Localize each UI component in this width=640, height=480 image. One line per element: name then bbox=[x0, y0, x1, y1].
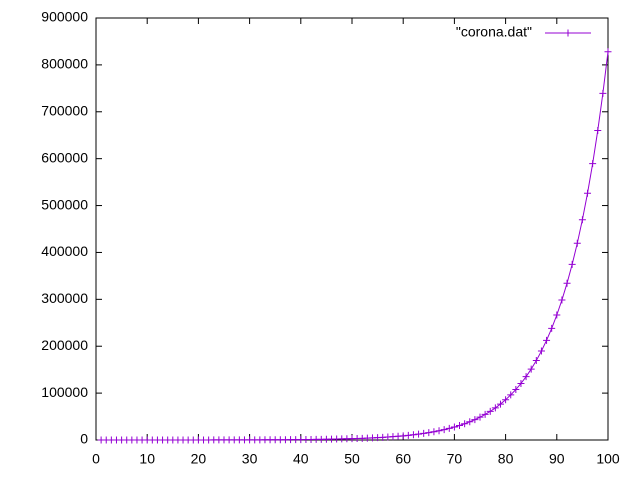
point bbox=[553, 311, 561, 319]
point bbox=[527, 365, 535, 373]
point bbox=[450, 423, 458, 431]
point bbox=[420, 429, 428, 437]
point bbox=[445, 424, 453, 432]
x-tick-label: 100 bbox=[596, 451, 620, 467]
point bbox=[435, 427, 443, 435]
point bbox=[476, 413, 484, 421]
point bbox=[409, 431, 417, 439]
y-tick-label: 0 bbox=[80, 431, 88, 447]
point bbox=[466, 418, 474, 426]
point bbox=[486, 407, 494, 415]
point bbox=[517, 379, 525, 387]
point bbox=[594, 126, 602, 134]
point bbox=[456, 421, 464, 429]
point bbox=[563, 279, 571, 287]
point bbox=[399, 432, 407, 440]
x-tick-label: 10 bbox=[139, 451, 155, 467]
y-tick-label: 200000 bbox=[41, 337, 88, 353]
point bbox=[604, 48, 612, 56]
x-tick-label: 70 bbox=[447, 451, 463, 467]
point bbox=[491, 404, 499, 412]
x-tick-label: 80 bbox=[498, 451, 514, 467]
point bbox=[537, 347, 545, 355]
y-tick-label: 600000 bbox=[41, 149, 88, 165]
point bbox=[548, 324, 556, 332]
y-tick-label: 100000 bbox=[41, 384, 88, 400]
point bbox=[430, 428, 438, 436]
x-tick-label: 20 bbox=[191, 451, 207, 467]
x-tick-label: 60 bbox=[395, 451, 411, 467]
x-tick-label: 0 bbox=[92, 451, 100, 467]
y-tick-label: 500000 bbox=[41, 196, 88, 212]
legend-label: "corona.dat" bbox=[456, 24, 532, 40]
legend-point bbox=[564, 29, 572, 37]
y-tick-label: 400000 bbox=[41, 243, 88, 259]
series-line bbox=[101, 51, 609, 441]
point bbox=[512, 386, 520, 394]
point bbox=[543, 336, 551, 344]
point bbox=[599, 89, 607, 97]
x-tick-label: 40 bbox=[293, 451, 309, 467]
point bbox=[415, 430, 423, 438]
y-tick-label: 900000 bbox=[41, 9, 88, 25]
point bbox=[522, 373, 530, 381]
y-tick-label: 700000 bbox=[41, 102, 88, 118]
point bbox=[481, 410, 489, 418]
point bbox=[440, 426, 448, 434]
point bbox=[471, 416, 479, 424]
point bbox=[507, 391, 515, 399]
point bbox=[589, 160, 597, 168]
point bbox=[568, 260, 576, 268]
plot-border bbox=[95, 17, 609, 441]
point bbox=[558, 296, 566, 304]
point bbox=[584, 189, 592, 197]
point bbox=[425, 429, 433, 437]
x-tick-label: 30 bbox=[242, 451, 258, 467]
point bbox=[404, 431, 412, 439]
point bbox=[496, 400, 504, 408]
point bbox=[461, 420, 469, 428]
y-tick-label: 300000 bbox=[41, 290, 88, 306]
point bbox=[573, 239, 581, 247]
point bbox=[502, 396, 510, 404]
y-tick-label: 800000 bbox=[41, 56, 88, 72]
x-tick-label: 90 bbox=[549, 451, 565, 467]
point bbox=[578, 216, 586, 224]
x-tick-label: 50 bbox=[344, 451, 360, 467]
point bbox=[532, 357, 540, 365]
